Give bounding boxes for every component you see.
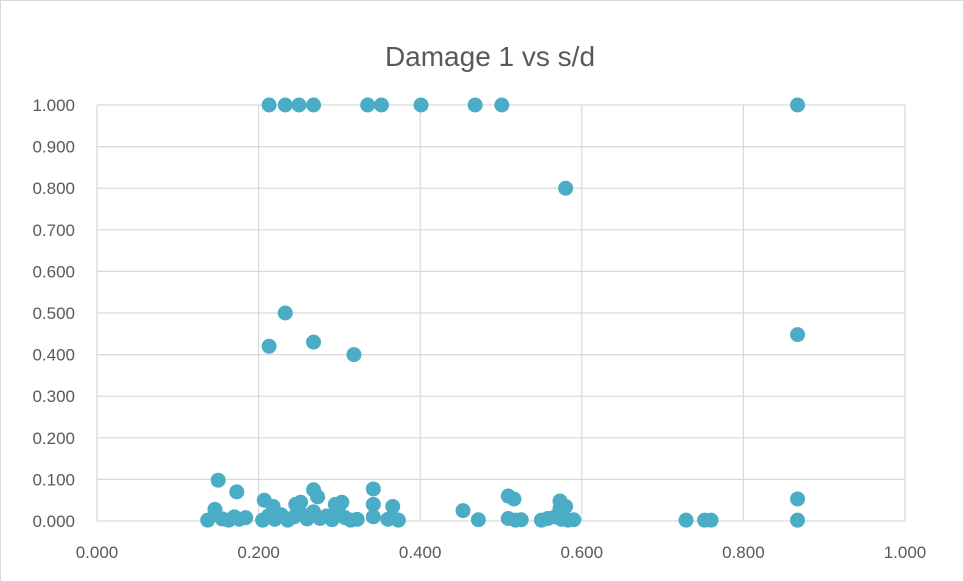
- data-point: [261, 338, 277, 354]
- data-point: [790, 97, 806, 113]
- x-tick-label: 0.200: [237, 543, 280, 562]
- y-axis-tick-labels: 0.000 0.100 0.200 0.300 0.400 0.500 0.600 0.700…: [32, 96, 75, 531]
- x-tick-label: 0.600: [561, 543, 604, 562]
- data-point: [790, 512, 806, 528]
- data-point: [385, 498, 401, 514]
- gridlines: [96, 104, 906, 522]
- data-point: [413, 97, 429, 113]
- chart-title: Damage 1 vs s/d: [385, 41, 595, 72]
- x-tick-label: 0.000: [76, 543, 119, 562]
- data-point: [261, 97, 277, 113]
- data-point: [558, 180, 574, 196]
- data-points: [200, 97, 806, 528]
- data-point: [306, 97, 322, 113]
- data-point: [365, 496, 381, 512]
- data-point: [310, 489, 326, 505]
- data-point: [306, 334, 322, 350]
- data-point: [365, 509, 381, 525]
- data-point: [229, 484, 245, 500]
- y-tick-label: 0.700: [32, 221, 75, 240]
- y-tick-label: 1.000: [32, 96, 75, 115]
- data-point: [277, 305, 293, 321]
- y-tick-label: 0.200: [32, 429, 75, 448]
- data-point: [467, 97, 483, 113]
- data-point: [373, 97, 389, 113]
- y-tick-label: 0.100: [32, 470, 75, 489]
- data-point: [277, 97, 293, 113]
- x-axis-tick-labels: 0.000 0.200 0.400 0.600 0.800 1.000: [76, 543, 927, 562]
- y-tick-label: 0.600: [32, 262, 75, 281]
- y-tick-label: 0.000: [32, 512, 75, 531]
- data-point: [390, 512, 406, 528]
- data-point: [360, 97, 376, 113]
- data-point: [210, 472, 226, 488]
- data-point: [494, 97, 510, 113]
- data-point: [291, 97, 307, 113]
- x-tick-label: 1.000: [884, 543, 927, 562]
- data-point: [506, 491, 522, 507]
- data-point: [346, 347, 362, 363]
- data-point: [790, 327, 806, 343]
- data-point: [566, 512, 582, 528]
- data-point: [455, 503, 471, 519]
- y-tick-label: 0.800: [32, 179, 75, 198]
- data-point: [678, 512, 694, 528]
- x-tick-label: 0.400: [399, 543, 442, 562]
- data-point: [703, 512, 719, 528]
- data-point: [365, 481, 381, 497]
- data-point: [349, 511, 365, 527]
- y-tick-label: 0.900: [32, 138, 75, 157]
- data-point: [513, 512, 529, 528]
- y-tick-label: 0.400: [32, 346, 75, 365]
- data-point: [200, 512, 216, 528]
- data-point: [470, 512, 486, 528]
- data-point: [790, 491, 806, 507]
- y-tick-label: 0.500: [32, 304, 75, 323]
- y-tick-label: 0.300: [32, 387, 75, 406]
- data-point: [238, 510, 254, 526]
- x-tick-label: 0.800: [722, 543, 765, 562]
